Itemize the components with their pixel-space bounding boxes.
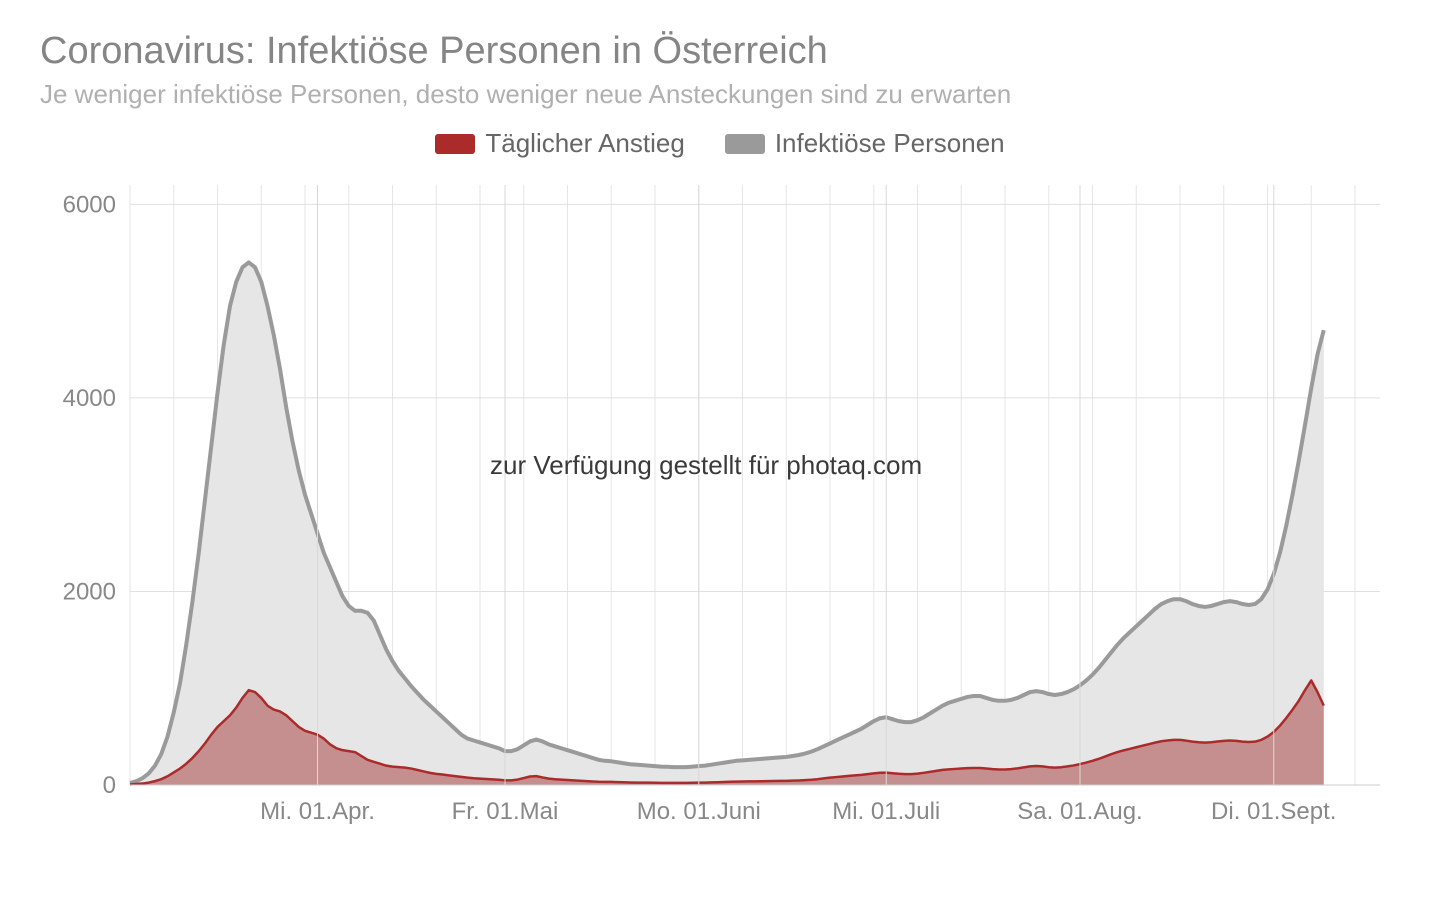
legend-item-daily: Täglicher Anstieg <box>435 128 684 159</box>
legend-item-infectious: Infektiöse Personen <box>725 128 1005 159</box>
svg-text:Mi. 01.Juli: Mi. 01.Juli <box>832 798 940 825</box>
svg-text:6000: 6000 <box>63 191 116 218</box>
svg-text:Sa. 01.Aug.: Sa. 01.Aug. <box>1017 798 1142 825</box>
legend-label-infectious: Infektiöse Personen <box>775 128 1005 159</box>
svg-text:Di. 01.Sept.: Di. 01.Sept. <box>1211 798 1336 825</box>
chart-svg: 0 2000 4000 6000 Mi. 01.Apr. Fr. 01.Mai Mo. 01… <box>40 175 1400 855</box>
chart-subtitle: Je weniger infektiöse Personen, desto we… <box>40 79 1400 110</box>
svg-text:Mo. 01.Juni: Mo. 01.Juni <box>637 798 761 825</box>
svg-text:Mi. 01.Apr.: Mi. 01.Apr. <box>260 798 375 825</box>
svg-text:4000: 4000 <box>63 385 116 412</box>
chart-container: Coronavirus: Infektiöse Personen in Öste… <box>0 0 1440 911</box>
chart-area: 0 2000 4000 6000 Mi. 01.Apr. Fr. 01.Mai Mo. 01… <box>40 175 1400 855</box>
svg-text:Fr. 01.Mai: Fr. 01.Mai <box>452 798 559 825</box>
svg-text:0: 0 <box>103 772 116 799</box>
legend-label-daily: Täglicher Anstieg <box>485 128 684 159</box>
legend: Täglicher Anstieg Infektiöse Personen <box>40 128 1400 159</box>
legend-swatch-infectious <box>725 134 765 154</box>
chart-title: Coronavirus: Infektiöse Personen in Öste… <box>40 30 1400 73</box>
svg-text:2000: 2000 <box>63 578 116 605</box>
legend-swatch-daily <box>435 134 475 154</box>
